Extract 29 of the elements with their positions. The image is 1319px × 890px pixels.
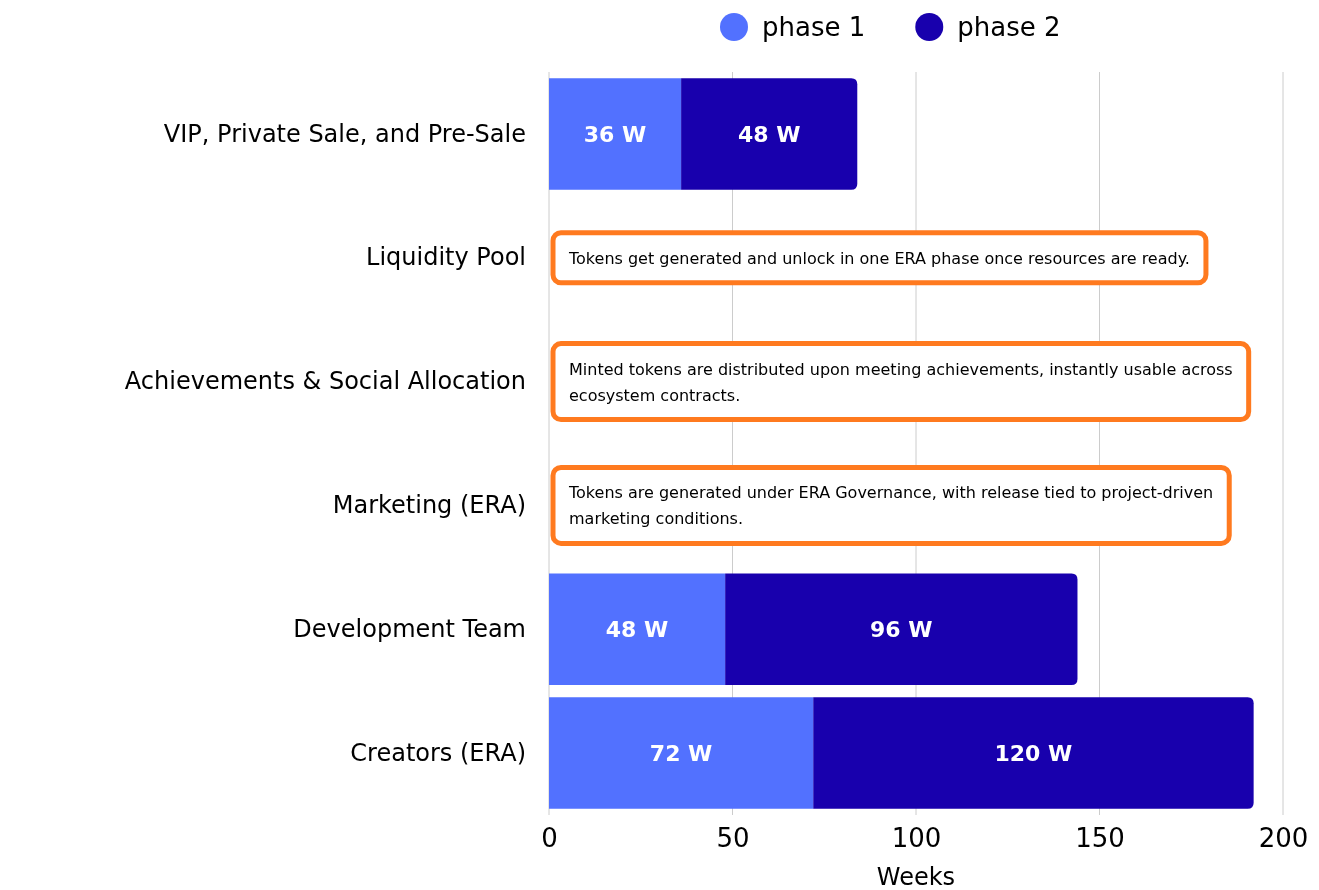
legend-label: phase 1 [762, 12, 866, 43]
bar [813, 697, 1254, 809]
y-tick-label: Achievements & Social Allocation [124, 367, 526, 396]
x-tick-label: 150 [1075, 823, 1125, 854]
data-label: 120 W [994, 740, 1073, 766]
y-tick-label: Development Team [293, 614, 526, 643]
y-tick-label: VIP, Private Sale, and Pre-Sale [163, 119, 526, 148]
bar [549, 78, 682, 190]
legend-label: phase 2 [957, 12, 1061, 43]
annotation: Minted tokens are distributed upon meeting achievements, instantly usable across ecosystem contracts. [569, 359, 1233, 405]
x-tick-label: 50 [716, 823, 750, 854]
bar [549, 573, 726, 685]
y-tick-label: Liquidity Pool [366, 243, 526, 272]
y-tick-label: Creators (ERA) [350, 738, 526, 767]
data-label: 48 W [737, 121, 801, 147]
data-label: 36 W [583, 121, 647, 147]
data-label: 48 W [605, 616, 669, 642]
x-tick-label: 100 [891, 823, 942, 854]
x-tick-label: 200 [1258, 823, 1309, 854]
bar [725, 573, 1078, 685]
x-axis-title: Weeks [876, 863, 956, 890]
annotation: Tokens get generated and unlock in one ERA phase once resources are ready. [568, 248, 1190, 268]
bar [549, 697, 814, 809]
annotation: Tokens are generated under ERA Governance, with release tied to project-driven marketing conditions. [568, 483, 1214, 529]
data-label: 72 W [649, 740, 713, 766]
bar [681, 78, 858, 190]
data-label: 96 W [870, 616, 933, 642]
y-tick-label: Marketing (ERA) [332, 491, 526, 520]
x-tick-label: 0 [541, 823, 558, 854]
